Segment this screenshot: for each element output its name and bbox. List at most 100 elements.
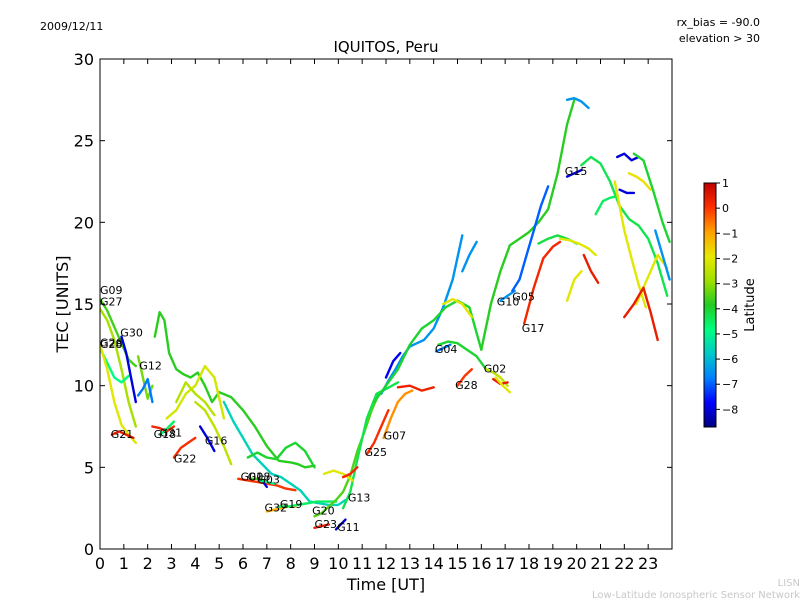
series-G31 <box>151 425 176 433</box>
date-label: 2009/12/11 <box>40 20 103 33</box>
series-G10 <box>499 289 516 302</box>
x-tick-label: 9 <box>309 554 319 573</box>
series-G-c1 <box>222 400 347 507</box>
x-tick-label: 0 <box>95 554 105 573</box>
x-tick-label: 11 <box>352 554 372 573</box>
y-tick-label: 20 <box>74 213 94 232</box>
series-G15 <box>565 168 583 178</box>
x-tick-label: 1 <box>119 554 129 573</box>
series-G-g3 <box>437 340 488 371</box>
satellite-label-g16: G16 <box>205 435 228 448</box>
satellite-label-g08: G08 <box>248 470 271 483</box>
series-G23 <box>313 523 330 529</box>
series-G-y4 <box>558 237 597 257</box>
satellite-label-g10: G10 <box>497 296 520 309</box>
colorbar-tick-label: −1 <box>722 227 738 240</box>
satellite-label-g15: G15 <box>565 165 588 178</box>
satellite-label-g04: G04 <box>435 343 458 356</box>
series-G-cy4 <box>654 229 671 281</box>
series-G20 <box>313 392 380 518</box>
series-G22 <box>172 436 197 459</box>
y-tick-label: 10 <box>74 377 94 396</box>
series-G-bl2 <box>616 152 640 162</box>
series-G-y2 <box>322 469 354 482</box>
series-G02 <box>484 368 509 387</box>
satellite-label-g17: G17 <box>522 322 545 335</box>
series-layer <box>100 96 671 531</box>
y-tick-label: 15 <box>74 295 94 314</box>
colorbar-ticks: 1 0 −1 −2 −3 −4 −5 −6 −7 −8 <box>716 177 738 416</box>
x-tick-label: 4 <box>190 554 200 573</box>
y-tick-label: 30 <box>74 50 94 69</box>
colorbar-tick-label: 1 <box>722 177 729 190</box>
x-tick-label: 2 <box>143 554 153 573</box>
footer-org-full: Low-Latitude Ionospheric Sensor Network <box>592 590 800 600</box>
series-G30 <box>120 335 138 404</box>
series-G-y6 <box>613 180 647 309</box>
series-G-g8 <box>632 152 671 244</box>
series-G-gp <box>246 441 316 469</box>
satellite-label-g12: G12 <box>139 359 162 372</box>
satellite-label-g19: G19 <box>280 498 303 511</box>
series-G05 <box>511 185 550 293</box>
y-axis-label: TEC [UNITS] <box>53 256 72 354</box>
satellite-label-g13: G13 <box>348 492 371 505</box>
series-G-y1 <box>165 364 226 420</box>
x-tick-label: 22 <box>614 554 634 573</box>
colorbar-scale <box>703 182 717 428</box>
series-G25 <box>365 409 390 456</box>
satellite-label-g20: G20 <box>312 505 335 518</box>
x-tick-label: 8 <box>286 554 296 573</box>
colorbar-tick-label: −6 <box>722 353 738 366</box>
series-G04 <box>434 343 452 353</box>
series-G-r5 <box>582 253 600 284</box>
series-G-y8 <box>627 172 652 191</box>
satellite-label-g23: G23 <box>315 518 338 531</box>
series-G-y5 <box>565 270 583 302</box>
series-G-yg <box>175 381 216 417</box>
x-tick-label: 3 <box>166 554 176 573</box>
series-G-bl3 <box>618 188 636 195</box>
x-tick-label: 18 <box>519 554 539 573</box>
x-axis: 0 1 2 3 4 5 6 7 8 9 10 11 12 13 14 15 16 17 18 19 20 21 22 23 <box>95 59 658 573</box>
colorbar-tick-label: −2 <box>722 252 738 265</box>
series-G-cy1 <box>380 234 464 395</box>
series-G-g4 <box>480 98 576 351</box>
colorbar-tick-label: −4 <box>722 303 738 316</box>
x-tick-label: 10 <box>328 554 348 573</box>
series-G-cy3 <box>565 96 590 110</box>
x-tick-label: 21 <box>590 554 610 573</box>
satellite-label-g03: G03 <box>257 474 280 487</box>
series-G07 <box>382 389 414 440</box>
colorbar-tick-label: −8 <box>722 403 738 416</box>
satellite-label-g18: G18 <box>154 428 177 441</box>
satellite-label-g21: G21 <box>111 428 134 441</box>
series-G14 <box>153 311 316 469</box>
plot-frame <box>99 58 673 550</box>
satellite-label-g11: G11 <box>337 521 360 534</box>
series-G-r3 <box>396 384 435 392</box>
x-tick-label: 6 <box>238 554 248 573</box>
colorbar-tick-label: −5 <box>722 328 738 341</box>
colorbar-tick-label: −7 <box>722 378 738 391</box>
satellite-label-g01: G01 <box>241 470 264 483</box>
series-G21 <box>110 430 135 440</box>
series-G-yl <box>442 297 473 319</box>
series-G27 <box>100 307 138 428</box>
satellite-label-g22: G22 <box>174 452 197 465</box>
series-G-g7 <box>594 194 619 216</box>
x-tick-label: 14 <box>423 554 443 573</box>
y-axis: 0 5 10 15 20 25 30 <box>74 50 672 559</box>
satellite-label-g05: G05 <box>512 291 535 304</box>
bias-label: rx_bias = -90.0 <box>677 16 760 29</box>
x-tick-label: 5 <box>214 554 224 573</box>
satellite-label-g25: G25 <box>365 446 388 459</box>
series-G16b <box>194 400 233 466</box>
x-tick-label: 12 <box>376 554 396 573</box>
satellite-label-g26: G26 <box>100 337 123 350</box>
satellite-label-g30: G30 <box>120 327 143 340</box>
x-axis-label: Time [UT] <box>346 575 425 594</box>
y-tick-label: 5 <box>84 458 94 477</box>
satellite-label-g02: G02 <box>484 363 507 376</box>
